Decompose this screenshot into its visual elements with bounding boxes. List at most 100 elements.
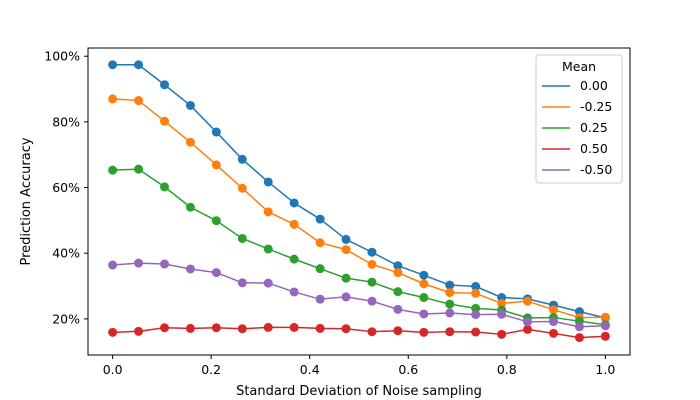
data-point — [289, 322, 299, 332]
data-point — [315, 294, 325, 304]
data-point — [574, 322, 584, 332]
data-point — [419, 309, 429, 319]
data-point — [237, 154, 247, 164]
data-point — [574, 333, 584, 343]
series-line — [112, 168, 606, 326]
data-point — [185, 202, 195, 212]
legend-entry-label: 0.50 — [580, 141, 608, 156]
data-point — [445, 280, 455, 290]
data-point — [367, 327, 377, 337]
data-point — [497, 298, 507, 308]
data-point — [160, 80, 170, 90]
series-3 — [108, 322, 610, 343]
data-point — [600, 331, 610, 341]
series-4 — [108, 258, 610, 332]
data-point — [108, 327, 118, 337]
y-tick-label: 20% — [52, 311, 80, 326]
data-point — [289, 287, 299, 297]
data-point — [471, 327, 481, 337]
data-point — [237, 324, 247, 334]
data-point — [108, 60, 118, 70]
data-point — [523, 324, 533, 334]
y-axis-label: Prediction Accuracy — [19, 137, 34, 265]
data-point — [548, 328, 558, 338]
data-point — [263, 278, 273, 288]
legend-box — [535, 54, 623, 184]
data-point — [315, 264, 325, 274]
data-point — [263, 322, 273, 332]
data-point — [471, 281, 481, 291]
data-point — [289, 198, 299, 208]
data-point — [600, 321, 610, 331]
data-point — [160, 182, 170, 192]
data-point — [548, 317, 558, 327]
data-point — [419, 279, 429, 289]
series-0 — [108, 60, 610, 323]
data-point — [315, 214, 325, 224]
x-tick-label: 0.8 — [497, 362, 517, 377]
data-point — [341, 245, 351, 255]
x-tick-label: 0.2 — [201, 362, 221, 377]
data-point — [237, 233, 247, 243]
data-point — [341, 324, 351, 334]
y-tick-label: 80% — [52, 114, 80, 129]
data-point — [289, 219, 299, 229]
data-point — [134, 96, 144, 106]
data-point — [160, 323, 170, 333]
data-point — [315, 323, 325, 333]
data-point — [393, 287, 403, 297]
data-point — [393, 261, 403, 271]
data-point — [523, 317, 533, 327]
legend-entry-label: 0.25 — [580, 120, 608, 135]
data-point — [185, 323, 195, 333]
data-point — [108, 260, 118, 270]
data-point — [211, 268, 221, 278]
data-point — [211, 216, 221, 226]
data-point — [134, 258, 144, 268]
data-point — [185, 137, 195, 147]
data-point — [185, 100, 195, 110]
data-point — [367, 296, 377, 306]
data-point — [367, 259, 377, 269]
series-1 — [108, 94, 610, 323]
data-point — [263, 177, 273, 187]
data-point — [160, 116, 170, 126]
data-point — [341, 234, 351, 244]
data-point — [419, 293, 429, 303]
data-point — [341, 273, 351, 283]
data-point — [134, 60, 144, 70]
data-point — [445, 288, 455, 298]
data-point — [523, 296, 533, 306]
data-point — [237, 278, 247, 288]
data-point — [471, 303, 481, 313]
data-point — [211, 127, 221, 137]
data-point — [497, 309, 507, 319]
data-point — [289, 254, 299, 264]
legend-title: Mean — [562, 59, 596, 74]
data-point — [419, 270, 429, 280]
data-point — [263, 244, 273, 254]
x-axis-label: Standard Deviation of Noise sampling — [236, 384, 482, 399]
legend-entry-label: -0.25 — [580, 99, 612, 114]
data-point — [393, 304, 403, 314]
data-point — [160, 259, 170, 269]
data-point — [367, 277, 377, 287]
plot-frame — [87, 47, 631, 356]
legend: Mean 0.00 -0.25 0.25 0.50 -0.50 — [535, 54, 623, 184]
x-tick-label: 0.4 — [300, 362, 320, 377]
data-point — [108, 94, 118, 104]
series-2 — [108, 164, 610, 330]
x-tick-label: 1.0 — [595, 362, 615, 377]
data-point — [211, 323, 221, 333]
data-point — [185, 264, 195, 274]
y-tick-label: 100% — [44, 49, 80, 64]
data-point — [548, 305, 558, 315]
data-point — [471, 288, 481, 298]
data-point — [471, 310, 481, 320]
data-point — [367, 247, 377, 257]
data-point — [108, 165, 118, 175]
y-tick-label: 60% — [52, 180, 80, 195]
data-point — [134, 326, 144, 336]
data-point — [445, 299, 455, 309]
data-point — [445, 308, 455, 318]
